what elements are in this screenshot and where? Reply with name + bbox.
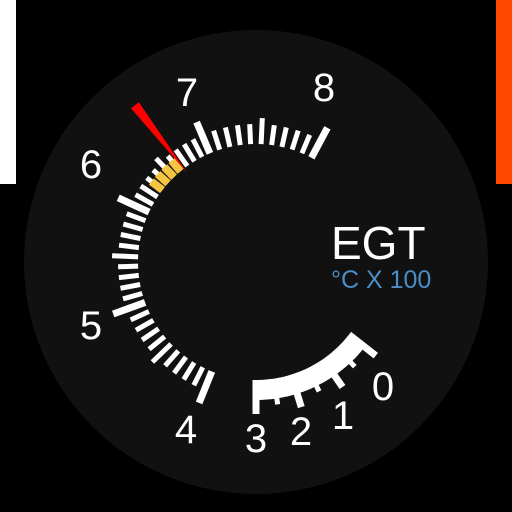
minor-tick — [211, 129, 223, 151]
minor-tick — [134, 318, 155, 333]
minor-tick — [150, 342, 173, 364]
minor-tick — [323, 355, 340, 375]
minor-tick — [181, 361, 197, 381]
minor-tick — [281, 375, 292, 397]
minor-tick — [172, 355, 189, 375]
minor-tick — [134, 192, 155, 207]
minor-tick — [308, 365, 323, 386]
caution-band-segment — [161, 164, 177, 180]
minor-tick — [235, 124, 243, 146]
minor-tick — [264, 379, 271, 400]
minor-tick — [122, 291, 143, 302]
minor-tick — [289, 129, 301, 151]
minor-tick — [292, 372, 304, 394]
left-edge-bar — [0, 0, 16, 184]
minor-tick — [190, 138, 205, 159]
minor-tick — [279, 126, 289, 148]
minor-tick — [342, 338, 362, 356]
scale-label-0: 0 — [372, 365, 394, 409]
scale-label-3: 3 — [245, 417, 267, 461]
minor-tick — [129, 309, 150, 323]
scale-labels: 0 1 2 3 4 5 6 7 8 — [80, 66, 394, 461]
scale-label-7: 7 — [176, 71, 198, 115]
minor-tick — [147, 334, 167, 352]
major-tick — [320, 357, 346, 389]
major-tick — [308, 126, 331, 160]
minor-tick — [295, 371, 308, 392]
minor-tick — [118, 263, 139, 270]
caution-band-segment — [168, 158, 184, 174]
gauge-face — [24, 30, 488, 494]
major-tick — [116, 194, 151, 216]
minor-tick — [305, 367, 322, 393]
minor-tick — [125, 211, 147, 224]
major-tick — [287, 373, 305, 409]
minor-tick — [260, 379, 267, 400]
minor-tick — [271, 378, 281, 405]
minor-tick — [332, 348, 350, 367]
minor-tick — [120, 232, 141, 241]
caution-band — [148, 158, 184, 194]
scale-ticks — [111, 117, 378, 414]
major-tick — [346, 331, 378, 359]
scale-label-2: 2 — [290, 410, 312, 454]
minor-tick — [335, 346, 357, 369]
minor-tick — [120, 282, 141, 291]
minor-tick — [274, 377, 284, 399]
minor-tick — [247, 123, 254, 145]
gauge-unit: °C X 100 — [331, 266, 431, 294]
scale-label-5: 5 — [80, 304, 102, 348]
gauge-title: EGT — [331, 217, 426, 269]
minor-tick — [181, 142, 197, 163]
minor-tick — [345, 335, 364, 353]
scale-label-8: 8 — [313, 66, 335, 110]
caution-band-segment — [154, 171, 171, 187]
minor-tick — [163, 349, 181, 368]
minor-tick — [302, 368, 315, 389]
minor-tick — [329, 350, 347, 370]
major-tick — [112, 299, 147, 318]
scale-label-6: 6 — [80, 143, 102, 187]
minor-tick — [314, 361, 330, 382]
minor-tick — [267, 378, 276, 400]
minor-tick — [122, 221, 144, 232]
minor-tick — [222, 126, 233, 148]
scale-label-1: 1 — [332, 394, 354, 438]
minor-tick — [318, 359, 334, 380]
minor-tick — [258, 117, 265, 145]
minor-tick — [285, 375, 296, 396]
minor-tick — [326, 353, 344, 373]
minor-tick — [140, 326, 161, 343]
minor-tick — [269, 124, 277, 146]
minor-tick — [278, 376, 288, 398]
minor-tick — [298, 370, 312, 391]
scale-label-4: 4 — [175, 408, 197, 452]
major-tick — [193, 120, 214, 155]
minor-tick — [337, 343, 356, 362]
minor-tick — [340, 340, 359, 359]
minor-tick — [299, 133, 313, 155]
gauge-needle — [131, 102, 188, 174]
minor-tick — [311, 363, 327, 384]
right-edge-bar — [496, 0, 512, 184]
caution-band-segment — [148, 178, 165, 194]
major-tick — [195, 370, 216, 405]
minor-tick — [118, 242, 140, 251]
minor-tick — [139, 183, 159, 200]
minor-tick — [111, 253, 139, 260]
minor-tick — [173, 148, 190, 168]
minor-tick — [257, 379, 263, 400]
minor-tick — [118, 272, 140, 281]
minor-tick — [191, 366, 206, 387]
